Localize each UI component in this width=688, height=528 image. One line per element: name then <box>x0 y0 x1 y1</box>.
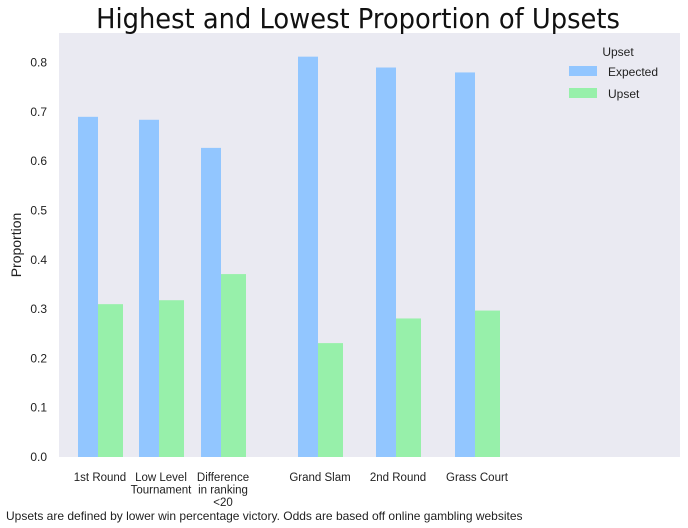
legend-swatch-expected <box>569 66 597 76</box>
bar-upset <box>318 343 343 457</box>
bar-upset <box>221 274 246 457</box>
y-tick-label: 0.3 <box>30 302 47 316</box>
bar-expected <box>376 67 396 457</box>
x-tick-label: 1st Round <box>74 472 126 484</box>
chart-footnote: Upsets are defined by lower win percenta… <box>6 509 523 523</box>
chart-title: Highest and Lowest Proportion of Upsets <box>96 2 620 35</box>
x-tick-label: Grass Court <box>446 472 509 484</box>
legend-swatch-upset <box>569 88 597 98</box>
x-tick-label: Tournament <box>131 485 193 497</box>
bar-expected <box>78 116 98 457</box>
x-tick-label: Grand Slam <box>289 472 350 484</box>
legend-label-upset: Upset <box>608 87 640 101</box>
y-tick-label: 0.4 <box>30 253 47 267</box>
y-tick-label: 0.6 <box>30 154 47 168</box>
x-tick-label: Difference <box>197 472 249 484</box>
bar-expected <box>139 119 159 457</box>
y-axis-label: Proportion <box>8 213 24 278</box>
x-tick-label: <20 <box>213 497 233 509</box>
bar-expected <box>298 56 318 458</box>
y-tick-label: 0.8 <box>30 56 47 70</box>
y-tick-label: 0.5 <box>30 203 47 217</box>
legend-label-expected: Expected <box>608 65 658 79</box>
bar-upset <box>159 300 184 457</box>
bar-expected <box>455 72 475 457</box>
x-tick-label: 2nd Round <box>370 472 426 484</box>
y-tick-label: 0.1 <box>30 401 47 415</box>
bar-upset <box>98 304 123 457</box>
y-tick-label: 0.0 <box>30 450 47 464</box>
y-tick-label: 0.2 <box>30 351 47 365</box>
bar-upset <box>396 318 421 457</box>
y-tick-label: 0.7 <box>30 105 47 119</box>
x-tick-label: Low Level <box>135 472 187 484</box>
legend-title: Upset <box>602 45 634 59</box>
bar-expected <box>201 147 221 457</box>
bar-upset <box>475 310 500 457</box>
x-tick-label: in ranking <box>198 485 248 497</box>
